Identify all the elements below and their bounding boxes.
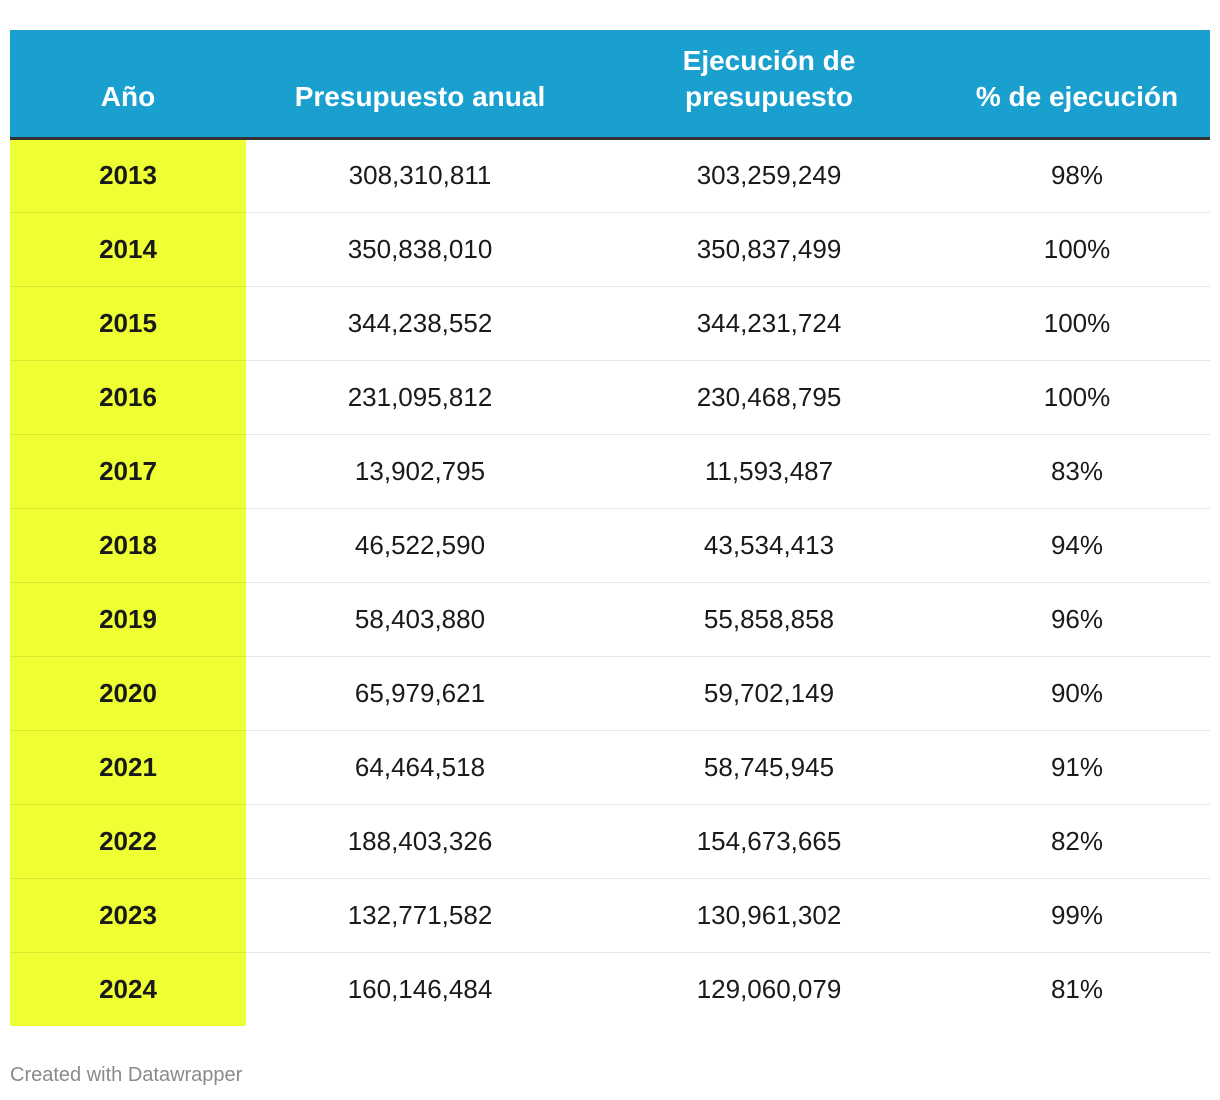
cell-annual-budget: 231,095,812	[246, 360, 594, 435]
cell-execution-percent: 96%	[944, 582, 1210, 657]
table-row: 2013 308,310,811 303,259,249 98%	[10, 138, 1210, 213]
cell-annual-budget: 58,403,880	[246, 582, 594, 657]
cell-execution-percent: 91%	[944, 730, 1210, 805]
table-row: 2014 350,838,010 350,837,499 100%	[10, 212, 1210, 287]
cell-budget-execution: 350,837,499	[594, 212, 944, 287]
column-header-annual-budget: Presupuesto anual	[246, 30, 594, 140]
cell-budget-execution: 11,593,487	[594, 434, 944, 509]
table-row: 2023 132,771,582 130,961,302 99%	[10, 878, 1210, 953]
cell-execution-percent: 99%	[944, 878, 1210, 953]
cell-year: 2018	[10, 508, 246, 583]
table-row: 2015 344,238,552 344,231,724 100%	[10, 286, 1210, 361]
cell-annual-budget: 308,310,811	[246, 138, 594, 213]
cell-execution-percent: 90%	[944, 656, 1210, 731]
table-body: 2013 308,310,811 303,259,249 98% 2014 350,838…	[10, 138, 1210, 1026]
cell-annual-budget: 46,522,590	[246, 508, 594, 583]
table-row: 2019 58,403,880 55,858,858 96%	[10, 582, 1210, 657]
data-table-container: Año Presupuesto anual Ejecución de presu…	[10, 30, 1210, 1026]
column-header-budget-execution-label: Ejecución de presupuesto	[682, 44, 856, 112]
cell-annual-budget: 160,146,484	[347, 973, 493, 1004]
cell-budget-execution: 58,745,945	[594, 730, 944, 805]
cell-budget-execution: 230,468,795	[594, 360, 944, 435]
cell-execution-percent: 82%	[944, 804, 1210, 879]
cell-year: 2023	[10, 878, 246, 953]
column-header-year: Año	[10, 30, 246, 140]
cell-execution-percent: 100%	[944, 286, 1210, 361]
cell-budget-execution: 55,858,858	[594, 582, 944, 657]
cell-annual-budget: 344,238,552	[246, 286, 594, 361]
cell-year: 2022	[10, 804, 246, 879]
cell-year: 2020	[10, 656, 246, 731]
cell-year: 2019	[10, 582, 246, 657]
cell-year: 2015	[10, 286, 246, 361]
cell-budget-execution: 154,673,665	[594, 804, 944, 879]
column-header-budget-execution: Ejecución de presupuesto	[594, 30, 944, 140]
cell-year: 2024	[10, 952, 246, 1026]
header-row: Año Presupuesto anual Ejecución de presu…	[10, 30, 1210, 140]
cell-year: 2021	[10, 730, 246, 805]
cell-budget-execution: 344,231,724	[594, 286, 944, 361]
cell-annual-budget: 188,403,326	[246, 804, 594, 879]
cell-execution-percent: 83%	[944, 434, 1210, 509]
table-row: 2017 13,902,795 11,593,487 83%	[10, 434, 1210, 509]
table-row: 2024 160,146,484 129,060,079 81%	[10, 952, 1210, 1026]
table-row: 2018 46,522,590 43,534,413 94%	[10, 508, 1210, 583]
cell-annual-budget: 350,838,010	[246, 212, 594, 287]
table-row: 2022 188,403,326 154,673,665 82%	[10, 804, 1210, 879]
cell-year: 2013	[10, 138, 246, 213]
cell-annual-budget: 65,979,621	[246, 656, 594, 731]
cell-budget-execution: 303,259,249	[594, 138, 944, 213]
cell-budget-execution: 130,961,302	[594, 878, 944, 953]
cell-annual-budget: 64,464,518	[246, 730, 594, 805]
table-header: Año Presupuesto anual Ejecución de presu…	[10, 30, 1210, 140]
column-header-execution-percent: % de ejecución	[944, 30, 1210, 140]
table-row: 2021 64,464,518 58,745,945 91%	[10, 730, 1210, 805]
cell-annual-budget: 132,771,582	[246, 878, 594, 953]
table-row: 2020 65,979,621 59,702,149 90%	[10, 656, 1210, 731]
cell-execution-percent: 81%	[1050, 973, 1104, 1004]
cell-year: 2016	[10, 360, 246, 435]
cell-year: 2014	[10, 212, 246, 287]
cell-execution-percent: 98%	[944, 138, 1210, 213]
table-row: 2016 231,095,812 230,468,795 100%	[10, 360, 1210, 435]
budget-table: Año Presupuesto anual Ejecución de presu…	[10, 30, 1210, 1026]
cell-year: 2017	[10, 434, 246, 509]
cell-execution-percent: 100%	[944, 212, 1210, 287]
cell-execution-percent: 100%	[944, 360, 1210, 435]
cell-execution-percent: 94%	[944, 508, 1210, 583]
cell-budget-execution: 43,534,413	[594, 508, 944, 583]
cell-budget-execution: 59,702,149	[594, 656, 944, 731]
cell-budget-execution: 129,060,079	[696, 973, 842, 1004]
cell-annual-budget: 13,902,795	[246, 434, 594, 509]
datawrapper-credit: Created with Datawrapper	[10, 1064, 243, 1086]
